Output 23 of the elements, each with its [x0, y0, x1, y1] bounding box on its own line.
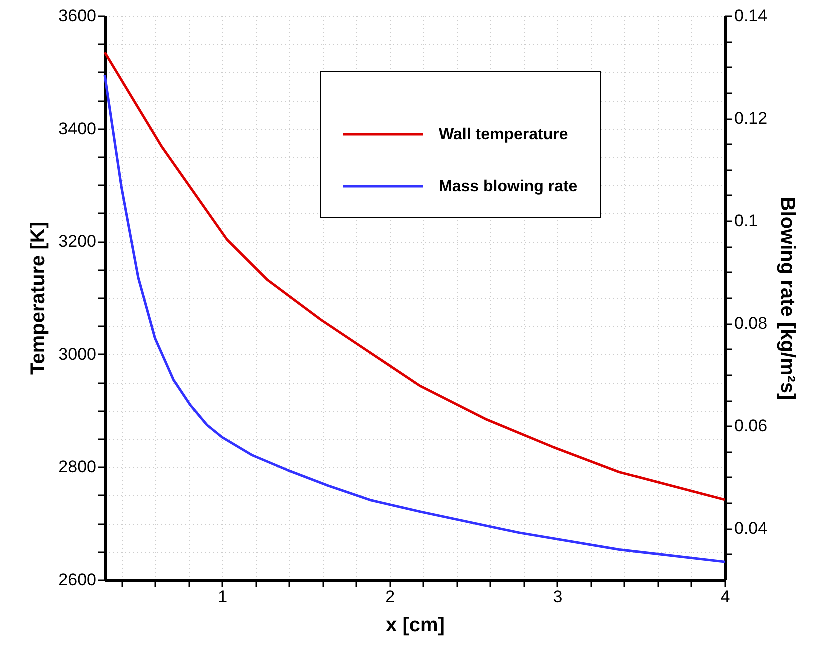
y2-tick-label: 0.04 [734, 519, 768, 538]
y-tick-label: 2600 [58, 570, 96, 590]
y-tick-label: 3400 [58, 119, 96, 138]
x-tick-label: 1 [218, 588, 228, 606]
x-tick-label: 3 [553, 588, 563, 606]
x-tick-label: 4 [720, 588, 730, 606]
y2-tick-label: 0.08 [734, 314, 768, 334]
y2-tick-label: 0.14 [734, 6, 768, 26]
line-series [104, 74, 726, 564]
y-tick-label: 3000 [58, 344, 96, 364]
y-axis-title: Temperature [K] [28, 222, 50, 375]
y2-tick-label: 0.12 [734, 109, 768, 128]
y2-tick-label: 0.1 [734, 212, 758, 231]
y-tick-label: 2800 [58, 458, 96, 477]
x-tick-label: 2 [386, 588, 396, 606]
y-tick-label: 3200 [58, 232, 96, 252]
y2-tick-label: 0.06 [734, 416, 768, 436]
y2-axis-title: Blowing rate [kg/m²s] [776, 196, 799, 400]
legend-label: Wall temperature [439, 126, 568, 144]
x-axis-title: x [cm] [386, 614, 445, 636]
line-series [104, 51, 726, 502]
legend-label: Mass blowing rate [439, 178, 578, 196]
y-tick-label: 3600 [58, 6, 96, 26]
